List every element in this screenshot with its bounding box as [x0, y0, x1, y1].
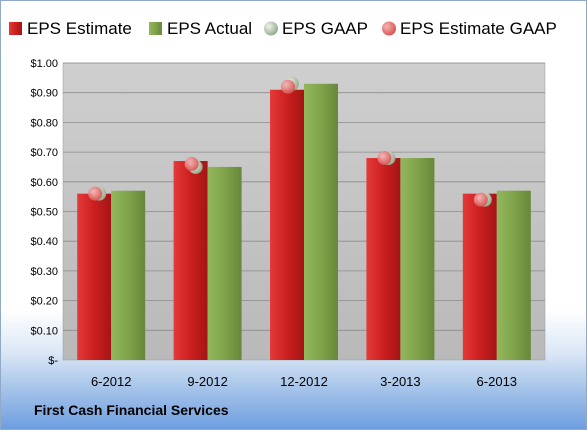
company-name: First Cash Financial Services — [34, 402, 229, 418]
eps-estimate-gaap-marker — [281, 79, 295, 94]
legend-eps-estimate-swatch — [9, 22, 22, 35]
legend-label: EPS GAAP — [282, 19, 368, 38]
y-axis: $- $0.10 $0.20 $0.30 $0.40 $0.50 $0.60 $0.70 $0.… — [30, 58, 58, 367]
legend-label: EPS Actual — [167, 19, 252, 38]
eps-estimate-bar — [462, 193, 497, 360]
x-tick-label: 6-2013 — [477, 374, 517, 389]
eps-estimate-gaap-marker — [377, 151, 392, 166]
legend-label: EPS Estimate GAAP — [400, 19, 557, 38]
y-tick-label: $0.70 — [30, 147, 58, 159]
eps-estimate-bar — [270, 89, 304, 360]
y-tick-label: $0.20 — [30, 296, 58, 308]
eps-actual-bar — [207, 166, 242, 360]
x-tick-label: 9-2012 — [187, 374, 227, 389]
legend-eps-gaap-swatch — [264, 21, 278, 36]
eps-estimate-gaap-marker — [184, 156, 199, 171]
x-tick-label: 3-2013 — [380, 374, 420, 389]
eps-estimate-gaap-marker — [473, 192, 488, 207]
markers — [88, 76, 492, 207]
eps-actual-bar — [496, 190, 531, 360]
y-tick-label: $0.80 — [30, 117, 58, 129]
y-tick-label: $0.30 — [30, 266, 58, 278]
bars — [77, 83, 531, 360]
x-tick-label: 6-2012 — [91, 374, 131, 389]
y-tick-label: $- — [48, 355, 58, 367]
eps-actual-bar — [304, 83, 338, 360]
x-axis: 6-2012 9-2012 12-2012 3-2013 6-2013 — [91, 374, 517, 389]
eps-actual-bar — [111, 190, 146, 360]
eps-estimate-bar — [77, 193, 112, 360]
y-tick-label: $0.40 — [30, 236, 58, 248]
legend-eps-estimate-gaap-swatch — [382, 21, 396, 36]
y-tick-label: $0.60 — [30, 177, 58, 189]
y-tick-label: $0.10 — [30, 325, 58, 337]
legend-eps-actual-swatch — [149, 22, 162, 35]
y-tick-label: $0.50 — [30, 207, 58, 219]
y-tick-label: $0.90 — [30, 88, 58, 100]
eps-estimate-bar — [366, 158, 401, 360]
legend: EPS Estimate EPS Actual EPS GAAP EPS Estima… — [9, 19, 557, 38]
legend-label: EPS Estimate — [27, 19, 132, 38]
eps-actual-bar — [400, 158, 435, 360]
eps-estimate-bar — [173, 161, 208, 360]
x-tick-label: 12-2012 — [280, 374, 328, 389]
eps-estimate-gaap-marker — [88, 186, 103, 201]
y-tick-label: $1.00 — [30, 58, 58, 70]
